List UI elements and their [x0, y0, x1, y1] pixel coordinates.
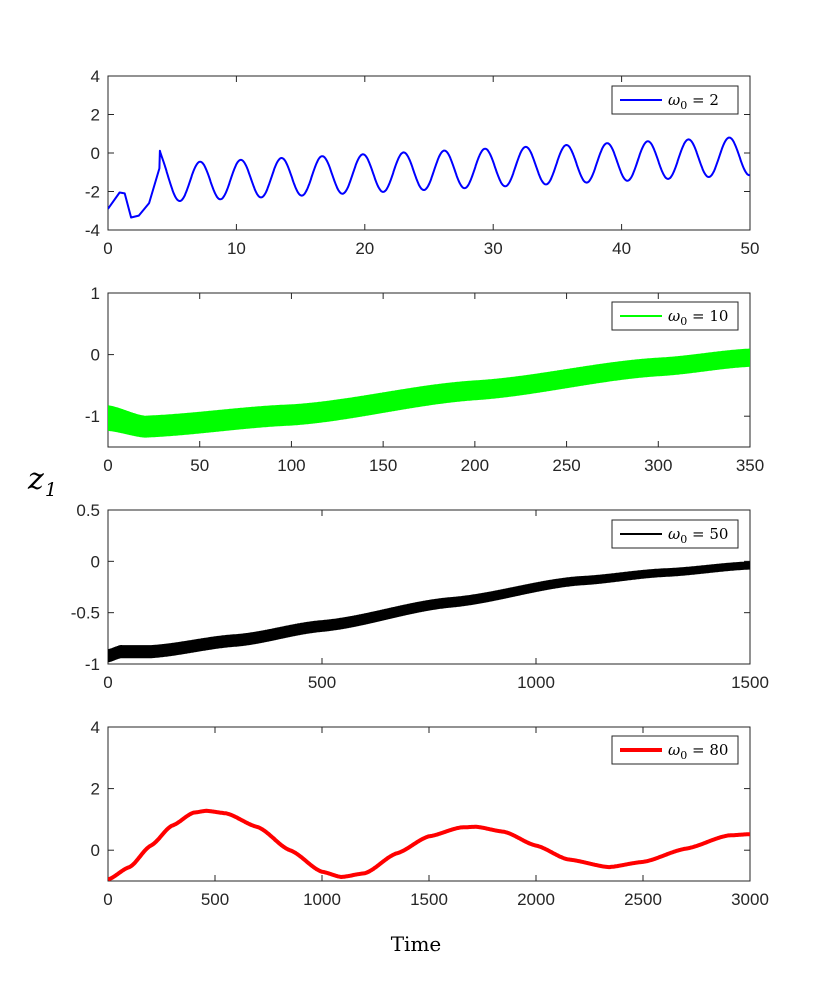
x-tick-label: 2500 [624, 890, 662, 909]
x-tick-label: 250 [552, 456, 580, 475]
legend-value: = 50 [687, 525, 728, 543]
x-tick-label: 0 [103, 456, 112, 475]
y-tick-label: 2 [91, 780, 100, 799]
legend-symbol: ω [668, 741, 680, 759]
y-tick-label: -4 [85, 221, 100, 240]
series-band [108, 561, 750, 663]
y-tick-label: 4 [91, 718, 100, 737]
legend: ω0 = 50 [611, 519, 739, 549]
x-tick-label: 1500 [410, 890, 448, 909]
x-tick-label: 1000 [517, 673, 555, 692]
x-tick-label: 100 [277, 456, 305, 475]
x-tick-label: 3000 [731, 890, 769, 909]
y-tick-label: 0 [91, 841, 100, 860]
x-tick-label: 500 [308, 673, 336, 692]
x-tick-label: 0 [103, 890, 112, 909]
legend-subscript: 0 [680, 749, 687, 762]
legend-value: = 2 [687, 91, 719, 109]
x-tick-label: 50 [190, 456, 209, 475]
legend-symbol: ω [668, 91, 680, 109]
y-tick-label: 2 [91, 106, 100, 125]
y-tick-label: 0 [91, 144, 100, 163]
legend: ω0 = 2 [611, 85, 739, 115]
y-tick-label: 4 [91, 67, 100, 86]
x-tick-label: 0 [103, 239, 112, 258]
legend-symbol: ω [668, 525, 680, 543]
legend-box [611, 301, 739, 331]
series-band [108, 348, 750, 438]
y-tick-label: -1 [85, 407, 100, 426]
series-line [108, 808, 750, 881]
subplot-omega-50: 0 500 1000 1500-1-0.500.5ω0 = 50 [71, 501, 769, 692]
legend-value: = 10 [687, 307, 728, 325]
y-tick-label: -2 [85, 183, 100, 202]
legend-subscript: 0 [680, 99, 687, 112]
x-axis-label: Time [391, 932, 442, 956]
legend-value: = 80 [687, 741, 728, 759]
x-tick-label: 300 [644, 456, 672, 475]
legend: ω0 = 80 [611, 735, 739, 765]
series-line [108, 136, 750, 219]
y-tick-label: 1 [91, 284, 100, 303]
legend-subscript: 0 [680, 315, 687, 328]
x-tick-label: 0 [103, 673, 112, 692]
x-tick-label: 2000 [517, 890, 555, 909]
legend-subscript: 0 [680, 533, 687, 546]
x-tick-label: 1500 [731, 673, 769, 692]
x-tick-label: 30 [484, 239, 503, 258]
x-tick-label: 150 [369, 456, 397, 475]
x-tick-label: 40 [612, 239, 631, 258]
x-tick-label: 350 [736, 456, 764, 475]
x-tick-label: 1000 [303, 890, 341, 909]
legend: ω0 = 10 [611, 301, 739, 331]
x-tick-label: 200 [461, 456, 489, 475]
legend-label: ω0 = 80 [668, 741, 728, 762]
y-tick-label: 0.5 [76, 501, 100, 520]
legend-label: ω0 = 10 [668, 307, 728, 328]
legend-label: ω0 = 2 [668, 91, 719, 112]
y-axis-label: z1 [27, 462, 57, 501]
y-tick-label: -1 [85, 655, 100, 674]
legend-box [611, 85, 739, 115]
y-tick-label: 0 [91, 346, 100, 365]
y-tick-label: 0 [91, 552, 100, 571]
x-tick-label: 500 [201, 890, 229, 909]
legend-label: ω0 = 50 [668, 525, 728, 546]
legend-symbol: ω [668, 307, 680, 325]
x-tick-label: 10 [227, 239, 246, 258]
x-tick-label: 50 [741, 239, 760, 258]
y-tick-label: -0.5 [71, 604, 100, 623]
x-tick-label: 20 [355, 239, 374, 258]
